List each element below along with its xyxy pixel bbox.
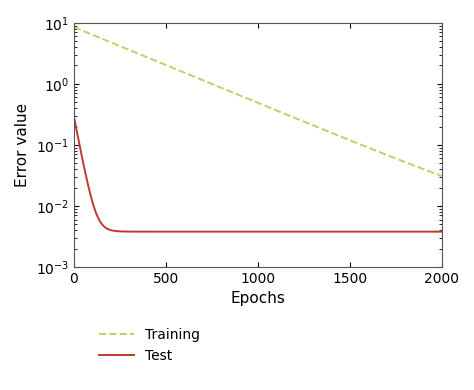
Training bbox=[71, 25, 77, 30]
Test bbox=[338, 229, 344, 234]
Training bbox=[246, 97, 251, 101]
Training bbox=[428, 169, 433, 174]
Legend: Training, Test: Training, Test bbox=[99, 328, 200, 363]
Test bbox=[71, 114, 77, 119]
Training bbox=[226, 89, 231, 93]
Training bbox=[338, 134, 344, 139]
Test bbox=[226, 229, 231, 234]
Test bbox=[228, 229, 234, 234]
Test bbox=[428, 229, 433, 234]
X-axis label: Epochs: Epochs bbox=[230, 291, 285, 307]
Line: Test: Test bbox=[74, 117, 441, 232]
Y-axis label: Error value: Error value bbox=[15, 103, 30, 187]
Training bbox=[438, 174, 444, 178]
Line: Training: Training bbox=[74, 27, 441, 176]
Test bbox=[246, 229, 251, 234]
Test bbox=[286, 229, 292, 234]
Training bbox=[409, 162, 415, 167]
Training bbox=[228, 90, 234, 94]
Test bbox=[409, 229, 415, 234]
Test bbox=[438, 229, 444, 234]
